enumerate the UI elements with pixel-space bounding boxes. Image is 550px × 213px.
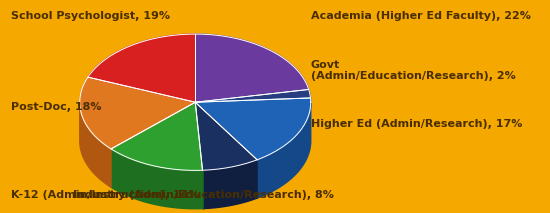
Polygon shape: [88, 34, 195, 102]
Polygon shape: [195, 34, 309, 102]
Polygon shape: [195, 98, 311, 160]
Text: K-12 (Admin/Instruction), 14%: K-12 (Admin/Instruction), 14%: [11, 190, 200, 200]
Polygon shape: [195, 89, 311, 102]
Polygon shape: [111, 102, 202, 170]
Text: School Psychologist, 19%: School Psychologist, 19%: [11, 11, 170, 21]
Polygon shape: [257, 103, 311, 198]
Text: Academia (Higher Ed Faculty), 22%: Academia (Higher Ed Faculty), 22%: [311, 11, 531, 21]
Polygon shape: [195, 102, 257, 170]
Polygon shape: [80, 103, 111, 187]
Text: Post-Doc, 18%: Post-Doc, 18%: [11, 102, 102, 111]
Text: Industry (Admin/Education/Research), 8%: Industry (Admin/Education/Research), 8%: [73, 190, 334, 200]
Text: Higher Ed (Admin/Research), 17%: Higher Ed (Admin/Research), 17%: [311, 119, 522, 129]
Text: Govt
(Admin/Education/Research), 2%: Govt (Admin/Education/Research), 2%: [311, 60, 515, 81]
Polygon shape: [80, 77, 195, 149]
Polygon shape: [202, 160, 257, 209]
Polygon shape: [111, 149, 202, 209]
Ellipse shape: [80, 72, 311, 209]
